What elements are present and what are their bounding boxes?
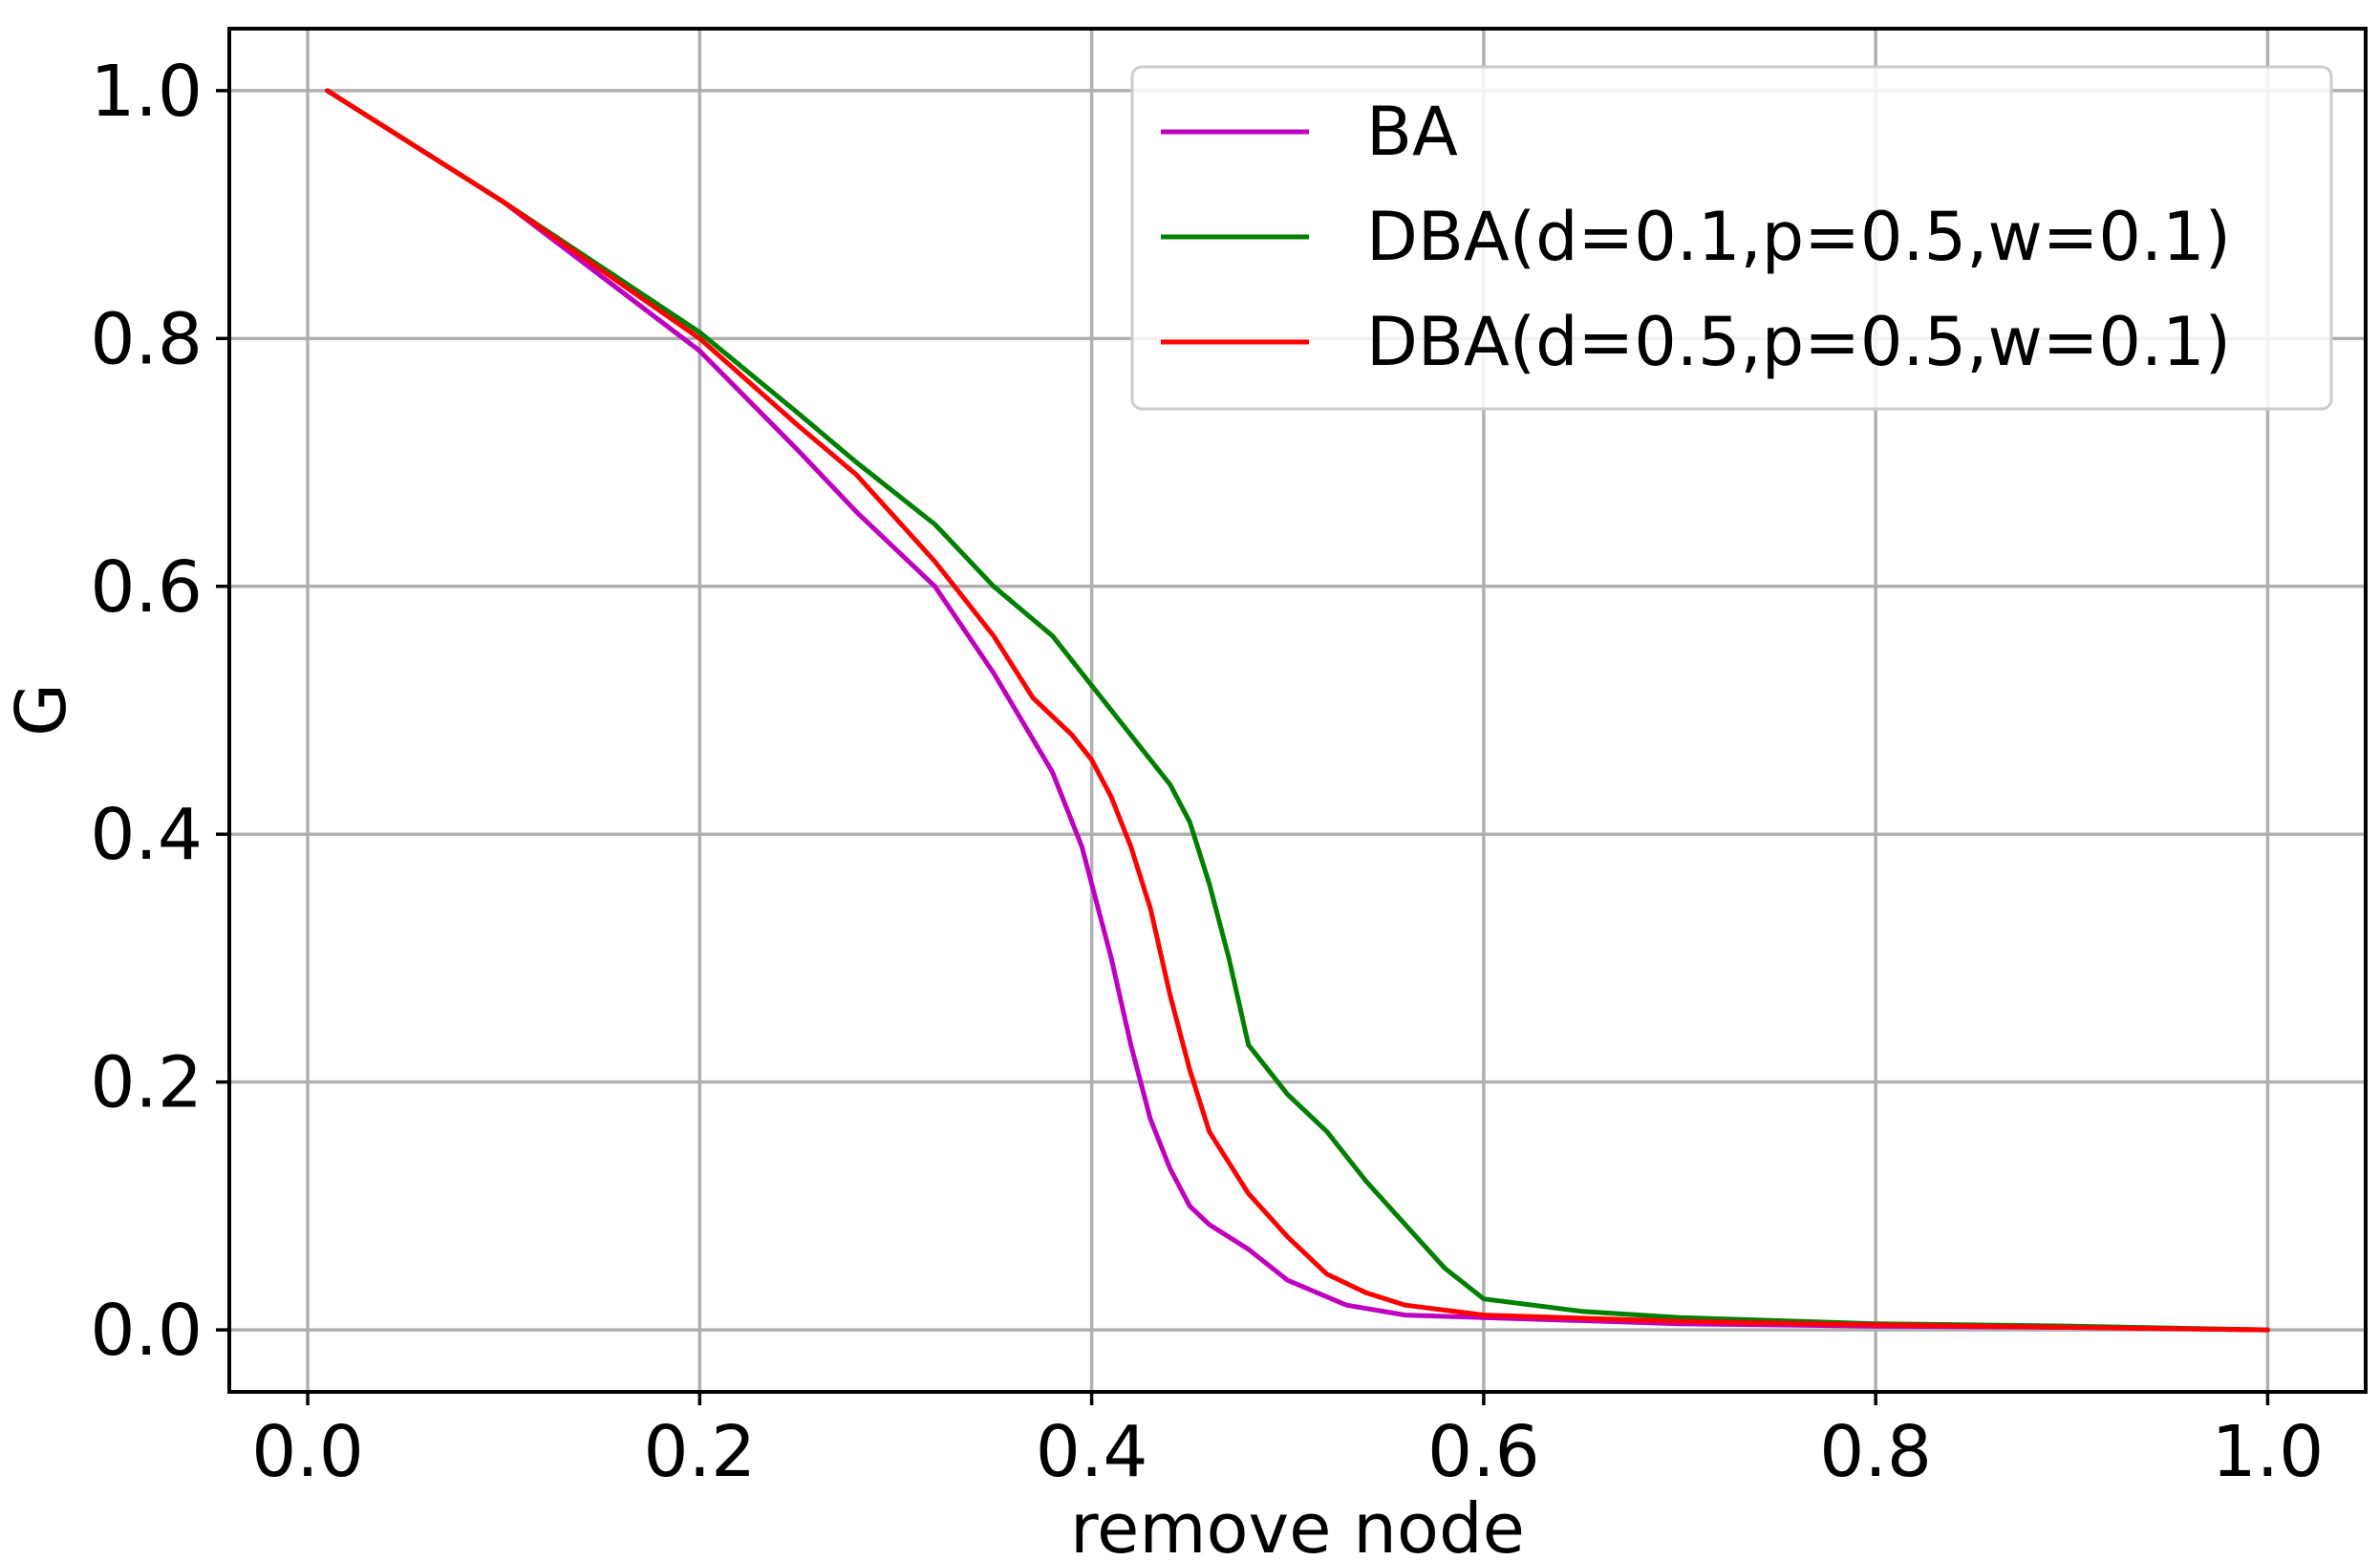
- legend-entry-0: BA: [1366, 93, 1458, 171]
- x-tick-label: 1.0: [2212, 1411, 2325, 1493]
- x-tick-label: 0.6: [1427, 1411, 1540, 1493]
- x-axis-label: remove node: [1070, 1488, 1525, 1560]
- series-lines: [325, 88, 2270, 1333]
- y-axis-label: G: [1, 683, 81, 737]
- y-tick-label: 1.0: [90, 51, 203, 133]
- series-line-2: [325, 88, 2270, 1333]
- x-tick-label: 0.2: [643, 1411, 756, 1493]
- y-tick-label: 0.6: [90, 546, 203, 629]
- x-tick-label: 0.8: [1819, 1411, 1932, 1493]
- x-tick-label: 0.4: [1036, 1411, 1148, 1493]
- x-tick-label: 0.0: [251, 1411, 364, 1493]
- legend: BA DBA(d=0.1,p=0.5,w=0.1) DBA(d=0.5,p=0.5,…: [1130, 65, 2333, 411]
- legend-entry-2: DBA(d=0.5,p=0.5,w=0.1): [1366, 303, 2231, 381]
- x-ticks: 0.0 0.2 0.4 0.6 0.8 1.0: [251, 1392, 2324, 1493]
- y-ticks: 0.0 0.2 0.4 0.6 0.8 1.0: [90, 51, 229, 1372]
- y-tick-label: 0.2: [90, 1042, 203, 1124]
- series-line-0: [325, 88, 2270, 1333]
- legend-entry-1: DBA(d=0.1,p=0.5,w=0.1): [1366, 198, 2231, 276]
- y-tick-label: 0.8: [90, 298, 203, 380]
- legend-box: [1130, 65, 2333, 411]
- series-line-1: [325, 88, 2270, 1333]
- plot-frame: [227, 27, 2368, 1394]
- y-tick-label: 0.0: [90, 1290, 203, 1372]
- y-tick-label: 0.4: [90, 794, 203, 876]
